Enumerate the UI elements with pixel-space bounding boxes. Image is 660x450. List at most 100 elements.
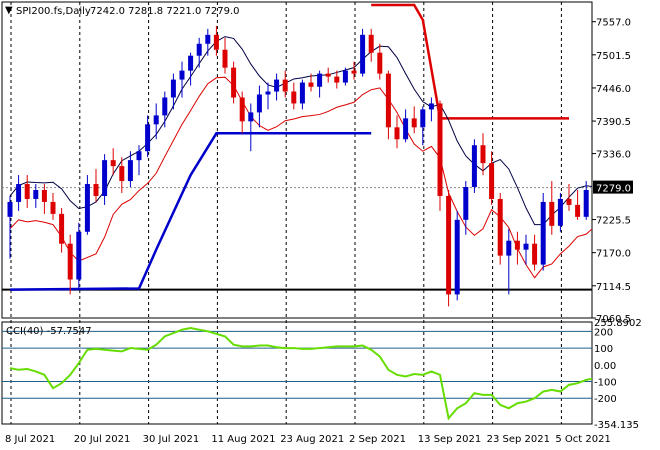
candle-body [471,145,477,188]
candle [403,109,409,143]
candle [385,70,391,140]
candle-body [540,201,546,265]
candle-body [342,70,348,83]
candle [334,70,340,89]
candle-body [93,184,99,196]
candle-body [497,198,503,256]
candle [342,67,348,86]
candle [93,169,99,202]
candle [67,234,73,295]
candle [471,139,477,193]
candle [566,184,572,211]
candles [7,25,589,307]
candle-body [583,189,589,217]
candle-body [7,201,13,217]
cci-y-tick-label: 0.00 [594,361,616,372]
candle-body [454,219,460,295]
y-axis: 7557.0 7501.5 7446.0 7390.5 7336.0 7225.5 7170… [592,18,631,325]
candle [368,28,374,62]
y-tick-label: 7390.5 [596,117,631,128]
candle-body [446,195,452,295]
candle-body [205,34,211,44]
candle [489,151,495,205]
candle-body [76,231,82,280]
candle [119,157,125,193]
trend-lines [2,3,592,291]
candle-body [179,70,185,80]
last-price-tag: 7279.0 [593,180,633,195]
cci-panel-frame [1,321,593,425]
candle [33,184,39,208]
candle-body [196,43,202,56]
candle-body [385,73,391,128]
candle-body [188,55,194,71]
x-tick-label: 11 Aug 2021 [211,434,275,445]
y-tick-label: 7446.0 [596,84,631,95]
candle-body [153,115,159,125]
candle-body [351,70,357,74]
candle-body [428,103,434,110]
candle-body [566,198,572,205]
cci-line [9,326,592,421]
x-tick-label: 8 Jul 2021 [5,434,55,445]
symbol-marker-icon: ▼ [5,5,13,16]
candle [360,28,366,77]
cci-y-tick-label: 200 [594,327,613,338]
candle-body [489,163,495,199]
candle-body [411,118,417,128]
candle-body [463,187,469,220]
candle [317,70,323,98]
candle [222,37,228,74]
candle-body [317,73,323,87]
candle [59,207,65,253]
candle [540,192,546,271]
x-tick-label: 23 Sep 2021 [487,434,550,445]
candle [394,115,400,149]
candle-body [506,240,512,256]
candle-body [480,145,486,164]
candle-body [274,79,280,92]
candle-body [532,243,538,265]
candle [463,181,469,235]
candle [84,175,90,235]
cci-title: CCI(40) -57.7547 [6,326,92,337]
cci-y-tick-label: -354.135 [594,420,639,431]
slow-ma-line [9,76,592,279]
candle [162,91,168,128]
x-tick-label: 2 Sep 2021 [349,434,406,445]
candle-body [239,97,245,122]
candle [145,115,151,158]
candle [213,25,219,56]
candle [248,103,254,152]
candle-body [557,198,563,226]
candle-body [256,94,262,113]
candle-body [291,91,297,104]
candle [557,192,563,232]
candle-body [50,201,56,214]
candle [188,52,194,86]
candle-body [575,204,581,217]
candle-body [265,91,271,95]
candle-body [41,189,47,202]
candle-body [102,160,108,196]
candle-body [213,34,219,50]
candle-body [110,160,116,167]
candle [523,234,529,265]
candle [24,175,30,208]
candle-body [127,160,133,182]
candle [256,85,262,128]
last-price-value: 7279.0 [596,184,631,195]
candle [16,175,22,211]
x-tick-label: 23 Aug 2021 [280,434,344,445]
candle [308,73,314,92]
candle-body [360,34,366,74]
candle-body [33,189,39,199]
candle [437,100,443,211]
candle [231,61,237,104]
candle [514,231,520,265]
candle-body [523,243,529,250]
cci-y-tick-label: 255.8902 [594,318,642,329]
cci-y-tick-label: -100 [594,378,617,389]
candle-body [119,166,125,182]
